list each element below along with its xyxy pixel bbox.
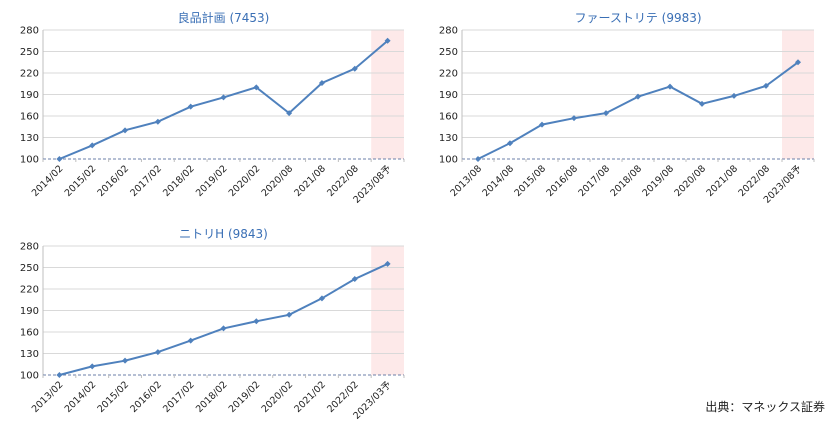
x-tick-label: 2019/02 [227,379,263,415]
x-tick-label: 2016/02 [128,379,164,415]
y-tick-label: 100 [20,371,39,382]
y-tick-label: 160 [20,112,39,123]
data-point [539,121,545,128]
data-point [220,94,227,101]
y-tick-label: 280 [439,26,458,37]
chart-title: ニトリH (9843) [179,227,268,241]
data-point [318,80,325,87]
x-tick-label: 2017/08 [576,163,612,199]
y-tick-label: 190 [439,90,458,101]
x-tick-label: 2015/08 [512,163,548,199]
x-tick-label: 2019/08 [640,163,676,199]
chart-title: 良品計画 (7453) [178,10,270,25]
y-tick-label: 220 [439,69,458,80]
y-tick-label: 190 [20,306,39,317]
chart-3: 100 130 160 190 220 250 280 2013/022014/022015/… [20,227,405,422]
y-tick-label: 130 [439,133,458,144]
data-point [253,84,260,91]
data-point [154,349,161,356]
data-point [635,93,641,100]
x-tick-label: 2018/02 [161,163,197,199]
x-tick-label: 2014/02 [63,379,99,415]
x-tick-label: 2015/02 [95,379,131,415]
data-point [154,118,161,125]
x-tick-label: 2020/02 [260,379,296,415]
chart-2: 100 130 160 190 220 250 280 2013/082014/082015/… [439,11,815,206]
data-point [603,110,609,117]
data-point [56,156,63,162]
data-point [56,372,63,378]
data-point [122,127,129,134]
y-tick-label: 160 [439,112,458,123]
y-tick-label: 130 [20,133,39,144]
y-tick-label: 280 [20,242,39,253]
data-point [89,142,96,149]
data-point [89,363,96,370]
x-tick-label: 2018/08 [608,163,644,199]
data-point [699,100,705,107]
x-tick-label: 2019/02 [194,163,230,199]
x-tick-label: 2013/02 [30,379,66,415]
data-point [220,325,227,332]
data-point [351,275,358,282]
series-line [477,61,799,160]
y-tick-label: 280 [20,26,39,37]
data-point [384,37,391,44]
y-tick-label: 100 [20,155,39,166]
data-point [571,115,577,122]
x-tick-label: 2014/02 [30,163,66,199]
x-tick-label: 2018/02 [194,379,230,415]
x-tick-label: 2013/08 [448,163,484,199]
x-tick-label: 2015/02 [63,163,99,199]
x-tick-label: 2020/08 [672,163,708,199]
y-tick-label: 160 [20,328,39,339]
x-tick-label: 2021/02 [292,379,328,415]
x-tick-label: 2021/08 [704,163,740,199]
x-tick-label: 2017/02 [161,379,197,415]
y-tick-label: 220 [20,69,39,80]
y-tick-label: 220 [20,285,39,296]
source-note: 出典：マネックス証券 [705,400,825,414]
data-point [286,110,293,117]
data-point [122,357,129,364]
x-tick-label: 2016/02 [95,163,131,199]
data-point [731,92,737,99]
data-point [253,318,260,325]
series-line [59,262,389,376]
data-point [507,140,513,147]
data-point [187,103,194,110]
x-tick-label: 2017/02 [128,163,164,199]
x-tick-label: 2016/08 [544,163,580,199]
data-point [384,260,391,267]
y-tick-label: 130 [20,349,39,360]
x-tick-label: 2020/08 [260,163,296,199]
data-point [351,65,358,72]
y-tick-label: 250 [439,47,458,58]
y-tick-label: 250 [20,47,39,58]
x-tick-label: 2020/02 [227,163,263,199]
data-point [318,295,325,302]
y-tick-label: 250 [20,263,39,274]
y-tick-label: 190 [20,90,39,101]
data-point [763,82,769,89]
x-tick-label: 2021/08 [292,163,328,199]
y-tick-label: 100 [439,155,458,166]
x-tick-label: 2014/08 [480,163,516,199]
data-point [667,83,673,90]
data-point [286,311,293,318]
data-point [475,156,481,162]
chart-1: 100 130 160 190 220 250 280 2014/022015/022016/… [20,10,405,206]
chart-title: ファーストリテ (9983) [574,11,701,25]
data-point [187,337,194,344]
data-point [795,59,801,66]
